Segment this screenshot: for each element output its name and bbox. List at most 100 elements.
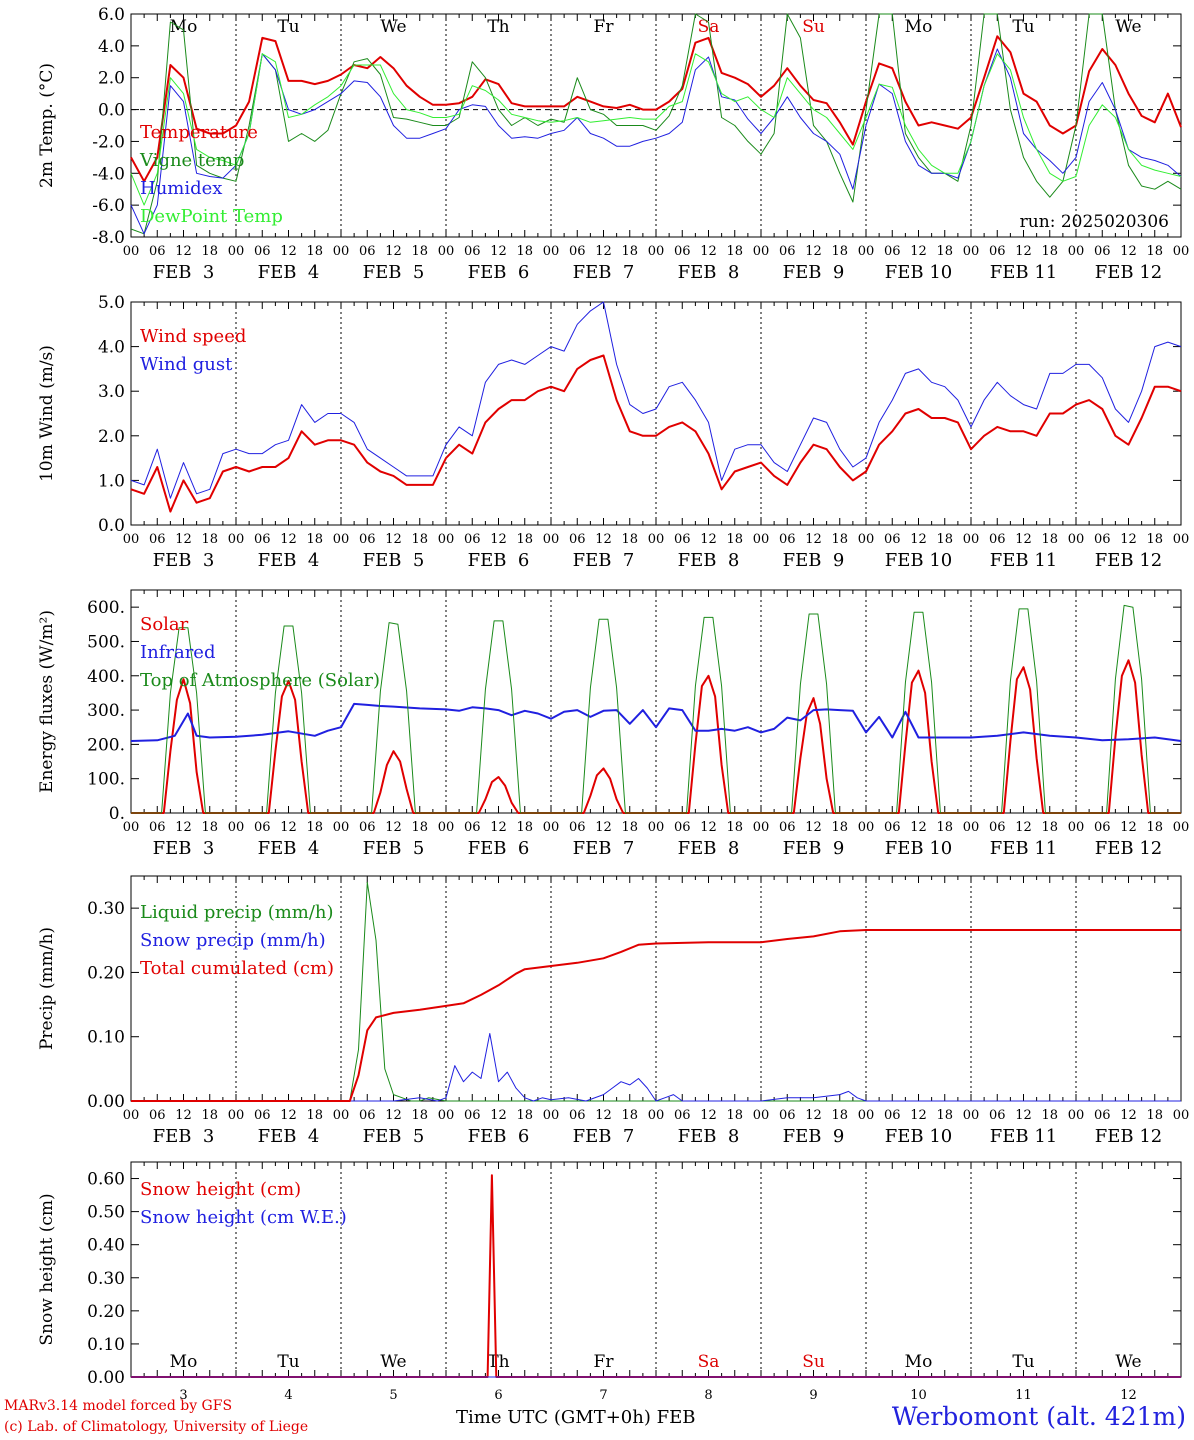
hour-tick-label: 00 <box>858 820 875 835</box>
y-tick-label: 0.10 <box>87 1028 125 1048</box>
hour-tick-label: 06 <box>149 244 166 259</box>
hour-tick-label: 18 <box>936 820 953 835</box>
hour-tick-label: 12 <box>490 1108 507 1123</box>
hour-tick-label: 06 <box>149 820 166 835</box>
legend-entry: Top of Atmosphere (Solar) <box>140 670 380 691</box>
hour-tick-label: 00 <box>123 1108 140 1123</box>
hour-tick-label: 06 <box>779 1108 796 1123</box>
day-number-label: 5 <box>389 1388 397 1403</box>
y-tick-label: -8.0 <box>92 228 125 248</box>
hour-tick-label: 18 <box>516 1108 533 1123</box>
y-tick-label: 500. <box>87 632 125 652</box>
hour-tick-label: 00 <box>753 820 770 835</box>
hour-tick-label: 00 <box>1068 1108 1085 1123</box>
y-tick-label: 200. <box>87 735 125 755</box>
day-label: FEB 12 <box>1095 550 1162 571</box>
model-credit: MARv3.14 model forced by GFS <box>4 1398 233 1414</box>
legend-entry: Vigne temp <box>139 150 244 171</box>
hour-tick-label: 18 <box>621 820 638 835</box>
hour-tick-label: 00 <box>648 244 665 259</box>
hour-tick-label: 00 <box>648 532 665 547</box>
hour-tick-label: 00 <box>1173 244 1190 259</box>
hour-tick-label: 00 <box>858 244 875 259</box>
run-label: run: 2025020306 <box>1020 212 1169 232</box>
hour-tick-label: 00 <box>648 820 665 835</box>
y-tick-label: -4.0 <box>92 164 125 184</box>
hour-tick-label: 12 <box>175 1108 192 1123</box>
y-axis-label: 2m Temp. (°C) <box>37 63 57 188</box>
day-label: FEB 4 <box>258 550 320 571</box>
day-label: FEB 9 <box>783 1126 845 1147</box>
weekday-label: Mo <box>905 1352 933 1372</box>
day-label: FEB 11 <box>990 262 1057 283</box>
day-label: FEB 11 <box>990 550 1057 571</box>
hour-tick-label: 12 <box>595 244 612 259</box>
hour-tick-label: 12 <box>1015 820 1032 835</box>
hour-tick-label: 06 <box>989 532 1006 547</box>
y-tick-label: 0.10 <box>87 1335 125 1355</box>
hour-tick-label: 00 <box>1173 532 1190 547</box>
day-label: FEB 10 <box>885 262 952 283</box>
legend-entry: DewPoint Temp <box>140 206 283 227</box>
hour-tick-label: 12 <box>280 532 297 547</box>
day-number-label: 6 <box>494 1388 502 1403</box>
weekday-label: Tu <box>1012 17 1034 37</box>
legend-entry: Infrared <box>140 642 215 663</box>
y-tick-label: 0. <box>109 804 125 824</box>
hour-tick-label: 18 <box>1146 820 1163 835</box>
hour-tick-label: 12 <box>1120 1108 1137 1123</box>
hour-tick-label: 12 <box>1015 1108 1032 1123</box>
hour-tick-label: 06 <box>569 532 586 547</box>
hour-tick-label: 18 <box>726 244 743 259</box>
weekday-label: Su <box>802 17 825 37</box>
y-tick-label: 0.00 <box>87 1368 125 1388</box>
hour-tick-label: 06 <box>254 244 271 259</box>
hour-tick-label: 00 <box>543 532 560 547</box>
day-label: FEB 10 <box>885 838 952 859</box>
day-label: FEB 8 <box>678 550 740 571</box>
hour-tick-label: 18 <box>726 532 743 547</box>
hour-tick-label: 00 <box>123 820 140 835</box>
hour-tick-label: 12 <box>805 820 822 835</box>
day-label: FEB 12 <box>1095 262 1162 283</box>
y-tick-label: 0.30 <box>87 899 125 919</box>
day-label: FEB 4 <box>258 262 320 283</box>
hour-tick-label: 00 <box>333 820 350 835</box>
day-number-label: 4 <box>284 1388 292 1403</box>
hour-tick-label: 06 <box>989 1108 1006 1123</box>
hour-tick-label: 06 <box>674 532 691 547</box>
legend-entry: Solar <box>140 614 189 635</box>
hour-tick-label: 18 <box>1146 1108 1163 1123</box>
day-label: FEB 3 <box>153 262 215 283</box>
y-axis-label: 10m Wind (m/s) <box>37 345 57 482</box>
hour-tick-label: 12 <box>385 244 402 259</box>
y-tick-label: 300. <box>87 701 125 721</box>
weekday-label: We <box>380 17 406 37</box>
y-tick-label: 4.0 <box>98 338 125 358</box>
hour-tick-label: 00 <box>228 244 245 259</box>
hour-tick-label: 06 <box>989 244 1006 259</box>
hour-tick-label: 12 <box>805 244 822 259</box>
hour-tick-label: 00 <box>858 1108 875 1123</box>
day-label: FEB 6 <box>468 262 530 283</box>
legend-entry: Snow height (cm W.E.) <box>140 1207 347 1228</box>
day-label: FEB 3 <box>153 838 215 859</box>
hour-tick-label: 18 <box>516 244 533 259</box>
time-label: Time UTC (GMT+0h) <box>456 1407 651 1428</box>
day-label: FEB 6 <box>468 1126 530 1147</box>
day-label: FEB 6 <box>468 838 530 859</box>
lab-credit: (c) Lab. of Climatology, University of L… <box>4 1419 309 1435</box>
time-axis-label: Time UTC (GMT+0h) FEB <box>456 1407 695 1428</box>
series-line <box>130 702 1182 742</box>
hour-tick-label: 06 <box>359 820 376 835</box>
series-line <box>131 881 1181 1102</box>
hour-tick-label: 00 <box>963 532 980 547</box>
day-label: FEB 9 <box>783 262 845 283</box>
weekday-label: We <box>380 1352 406 1372</box>
hour-tick-label: 00 <box>963 244 980 259</box>
hour-tick-label: 12 <box>700 532 717 547</box>
weekday-label: Tu <box>277 17 299 37</box>
weekday-label: Mo <box>170 17 198 37</box>
day-label: FEB 9 <box>783 838 845 859</box>
